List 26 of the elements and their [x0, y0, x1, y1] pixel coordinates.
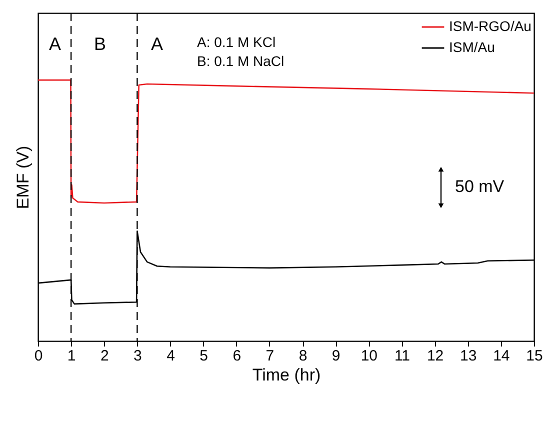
legend-label: ISM/Au — [449, 39, 495, 55]
text: A — [150, 34, 164, 54]
x-tick-label: 8 — [298, 348, 308, 364]
x-tick-label: 11 — [394, 348, 410, 364]
x-tick-label: 13 — [460, 348, 477, 364]
x-tick-label: 2 — [100, 348, 109, 364]
x-tick-label: 1 — [67, 348, 76, 364]
x-tick-label: 5 — [200, 348, 208, 364]
x-tick-label: 7 — [266, 348, 274, 364]
annotation: 50 mV — [455, 177, 505, 196]
x-tick-label: 15 — [526, 348, 543, 364]
legend-label: ISM-RGO/Au — [449, 18, 532, 34]
x-tick-label: 14 — [493, 348, 510, 364]
x-tick-label: 0 — [34, 348, 43, 364]
x-tick-label: 12 — [426, 348, 444, 364]
x-axis-title: Time (hr) — [252, 366, 321, 384]
text: B: 0.1 M NaCl — [197, 53, 284, 69]
text: A — [48, 34, 62, 54]
y-axis-title: EMF (V) — [14, 146, 32, 210]
text: A: 0.1 M KCl — [197, 34, 276, 50]
x-tick-label: 6 — [232, 348, 242, 364]
x-tick-label: 10 — [360, 348, 378, 364]
x-tick-label: 3 — [134, 348, 142, 364]
x-tick-label: 9 — [332, 348, 340, 364]
x-tick-label: 4 — [166, 348, 175, 364]
text: B — [94, 34, 106, 54]
